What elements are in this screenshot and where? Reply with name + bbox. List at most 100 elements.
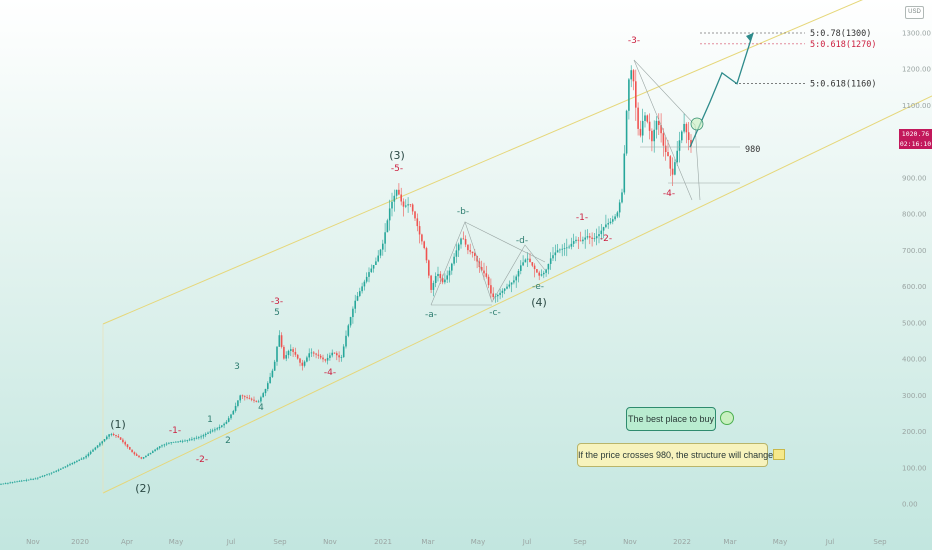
candle-body	[336, 353, 338, 356]
candle-body	[372, 264, 375, 269]
note-structure-change[interactable]: If the price crosses 980, the structure …	[577, 443, 773, 467]
candle-body	[7, 482, 9, 484]
candle-body	[80, 458, 83, 460]
wave-label-m3b: -3-	[628, 36, 640, 46]
candle-body	[352, 308, 354, 318]
candle-body	[175, 441, 177, 443]
candle-body	[423, 241, 425, 249]
candle-body	[676, 150, 678, 163]
candle-body	[48, 473, 51, 475]
candle-body	[540, 274, 543, 276]
candle-body	[681, 131, 683, 141]
candle-body	[409, 204, 412, 206]
note-change-marker[interactable]	[773, 449, 785, 460]
channel-upper-line	[102, 0, 864, 325]
candle-body	[115, 435, 117, 437]
y-tick-label: 200.00	[902, 428, 927, 436]
candle-body	[255, 400, 258, 402]
candle-body	[609, 221, 612, 224]
candle-body	[87, 453, 90, 456]
candle-body	[386, 220, 389, 233]
candle-body	[25, 479, 28, 481]
x-tick-label: Jul	[226, 538, 236, 546]
candle-body	[506, 286, 508, 289]
candle-body	[605, 224, 607, 228]
candle-body	[108, 434, 110, 437]
candle-body	[347, 325, 350, 336]
candle-body	[690, 139, 692, 147]
x-tick-label: 2021	[374, 538, 392, 546]
y-tick-label: 1200.00	[902, 66, 931, 74]
candle-body	[46, 474, 48, 476]
candle-body	[16, 481, 18, 483]
fib-level-label: 5:0.78(1300)	[810, 29, 871, 39]
y-tick-label: 500.00	[902, 319, 927, 327]
candle-body	[451, 263, 453, 271]
candle-body	[630, 70, 632, 80]
candle-body	[248, 397, 251, 399]
candle-body	[163, 444, 166, 446]
channel-lower-line	[102, 95, 932, 494]
candle-body	[11, 482, 14, 483]
candle-body	[237, 400, 239, 406]
candle-body	[257, 401, 260, 403]
note-buy-circle-marker[interactable]	[720, 411, 734, 425]
candle-body	[94, 447, 97, 450]
candle-body	[287, 350, 290, 356]
candle-body	[214, 429, 216, 431]
candle-body	[391, 201, 393, 209]
candle-body	[301, 362, 304, 366]
candle-body	[338, 355, 340, 358]
candle-body	[276, 346, 278, 362]
candle-body	[158, 446, 161, 448]
candle-body	[32, 478, 34, 480]
candle-body	[533, 265, 536, 270]
candle-body	[317, 354, 320, 356]
candle-body	[425, 248, 428, 261]
current-price: 1020.76	[901, 130, 930, 138]
candle-body	[200, 436, 202, 438]
x-tick-label: Jul	[522, 538, 532, 546]
candle-body	[614, 216, 616, 220]
candle-body	[133, 452, 136, 455]
y-tick-label: 400.00	[902, 356, 927, 364]
candle-body	[18, 481, 21, 482]
candle-body	[651, 130, 653, 142]
candle-body	[388, 208, 391, 221]
support-level-label: 980	[745, 145, 760, 155]
candle-body	[501, 290, 504, 293]
candle-body	[324, 359, 327, 361]
candle-body	[600, 230, 603, 235]
x-tick-label: Mar	[723, 538, 736, 546]
candle-body	[405, 205, 407, 207]
candle-body	[73, 461, 76, 464]
candle-body	[170, 442, 172, 444]
candle-body	[308, 353, 310, 358]
candle-body	[110, 433, 113, 435]
candle-body	[379, 249, 382, 256]
candle-body	[241, 395, 244, 397]
candle-body	[204, 433, 207, 436]
candle-body	[393, 195, 396, 202]
candle-body	[149, 452, 152, 455]
currency-badge[interactable]: USD	[905, 6, 924, 19]
y-tick-label: 600.00	[902, 283, 927, 291]
candle-body	[411, 204, 414, 212]
candle-body	[464, 239, 467, 245]
candle-body	[290, 349, 292, 351]
candle-body	[34, 478, 37, 480]
wave-label-b: -b-	[457, 207, 469, 217]
candle-body	[27, 479, 30, 481]
candle-body	[329, 355, 331, 358]
triangle-top-line	[464, 221, 546, 263]
candle-body	[218, 426, 221, 429]
projection-path	[689, 32, 754, 148]
candle-body	[637, 107, 639, 129]
candle-body	[531, 262, 534, 266]
candle-body	[536, 269, 538, 273]
candle-body	[457, 244, 460, 251]
note-best-place-to-buy[interactable]: The best place to buy	[626, 407, 716, 431]
candle-body	[669, 156, 672, 169]
candle-body	[563, 248, 566, 249]
